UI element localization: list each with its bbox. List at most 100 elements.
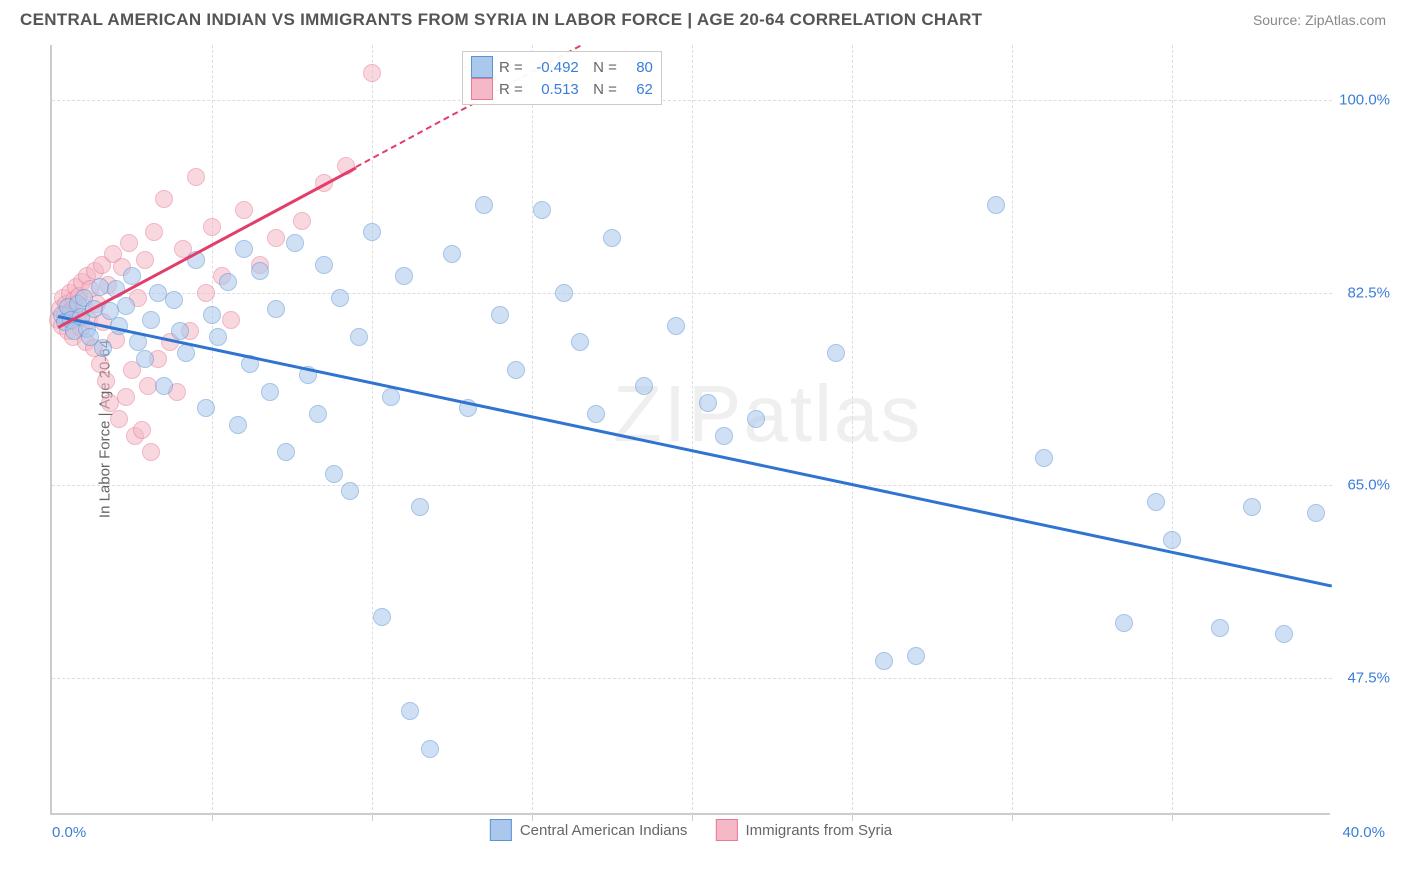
data-point [203, 218, 221, 236]
stat-r-value: 0.513 [529, 81, 579, 98]
data-point [395, 267, 413, 285]
data-point [197, 284, 215, 302]
gridline-vertical [372, 45, 373, 815]
data-point [197, 399, 215, 417]
x-axis-min-label: 0.0% [52, 824, 86, 841]
data-point [235, 240, 253, 258]
legend: Central American Indians Immigrants from … [490, 819, 892, 841]
y-tick-label: 65.0% [1335, 477, 1390, 494]
y-tick-label: 100.0% [1335, 92, 1390, 109]
gridline-vertical [1012, 45, 1013, 815]
stat-r-label: R = [499, 59, 523, 76]
data-point [331, 289, 349, 307]
data-point [267, 229, 285, 247]
data-point [251, 262, 269, 280]
series-swatch [471, 78, 493, 100]
data-point [235, 201, 253, 219]
stat-n-value: 80 [623, 59, 653, 76]
data-point [555, 284, 573, 302]
data-point [142, 311, 160, 329]
data-point [155, 190, 173, 208]
data-point [907, 647, 925, 665]
data-point [747, 410, 765, 428]
watermark: ZIPatlas [613, 368, 922, 460]
data-point [571, 333, 589, 351]
data-point [171, 322, 189, 340]
data-point [533, 201, 551, 219]
data-point [635, 377, 653, 395]
data-point [667, 317, 685, 335]
data-point [315, 256, 333, 274]
data-point [1243, 498, 1261, 516]
data-point [203, 306, 221, 324]
chart-header: CENTRAL AMERICAN INDIAN VS IMMIGRANTS FR… [0, 0, 1406, 36]
gridline-vertical [532, 45, 533, 815]
data-point [219, 273, 237, 291]
data-point [1307, 504, 1325, 522]
gridline-vertical [692, 45, 693, 815]
data-point [587, 405, 605, 423]
data-point [507, 361, 525, 379]
stat-r-value: -0.492 [529, 59, 579, 76]
stat-r-label: R = [499, 81, 523, 98]
stat-n-label: N = [585, 59, 617, 76]
correlation-stat-box: R =-0.492 N =80R =0.513 N =62 [462, 51, 662, 105]
data-point [491, 306, 509, 324]
data-point [267, 300, 285, 318]
data-point [1035, 449, 1053, 467]
data-point [133, 421, 151, 439]
data-point [987, 196, 1005, 214]
x-axis-max-label: 40.0% [1342, 824, 1385, 841]
data-point [91, 355, 109, 373]
data-point [1275, 625, 1293, 643]
stat-n-value: 62 [623, 81, 653, 98]
data-point [155, 377, 173, 395]
data-point [117, 388, 135, 406]
data-point [286, 234, 304, 252]
data-point [97, 372, 115, 390]
data-point [222, 311, 240, 329]
data-point [373, 608, 391, 626]
data-point [363, 223, 381, 241]
data-point [187, 168, 205, 186]
legend-item: Central American Indians [490, 819, 688, 841]
data-point [229, 416, 247, 434]
data-point [401, 702, 419, 720]
data-point [421, 740, 439, 758]
data-point [165, 291, 183, 309]
trend-line [58, 315, 1332, 587]
data-point [475, 196, 493, 214]
stat-row: R = -0.492 N = 80 [471, 56, 653, 78]
trend-line [58, 166, 357, 328]
legend-label: Central American Indians [520, 822, 688, 839]
data-point [117, 297, 135, 315]
data-point [411, 498, 429, 516]
data-point [827, 344, 845, 362]
chart-title: CENTRAL AMERICAN INDIAN VS IMMIGRANTS FR… [20, 10, 982, 30]
data-point [94, 339, 112, 357]
chart-container: In Labor Force | Age 20-64 ZIPatlas 47.5… [50, 45, 1390, 845]
legend-swatch [490, 819, 512, 841]
data-point [325, 465, 343, 483]
data-point [1147, 493, 1165, 511]
data-point [136, 350, 154, 368]
data-point [177, 344, 195, 362]
data-point [443, 245, 461, 263]
gridline-vertical [852, 45, 853, 815]
data-point [875, 652, 893, 670]
y-tick-label: 47.5% [1335, 669, 1390, 686]
data-point [1163, 531, 1181, 549]
data-point [603, 229, 621, 247]
plot-area: In Labor Force | Age 20-64 ZIPatlas 47.5… [50, 45, 1330, 815]
source-attribution: Source: ZipAtlas.com [1253, 12, 1386, 28]
series-swatch [471, 56, 493, 78]
y-tick-label: 82.5% [1335, 284, 1390, 301]
data-point [1115, 614, 1133, 632]
data-point [699, 394, 717, 412]
legend-item: Immigrants from Syria [715, 819, 892, 841]
data-point [382, 388, 400, 406]
data-point [261, 383, 279, 401]
source-link[interactable]: ZipAtlas.com [1305, 12, 1386, 28]
data-point [1211, 619, 1229, 637]
data-point [309, 405, 327, 423]
